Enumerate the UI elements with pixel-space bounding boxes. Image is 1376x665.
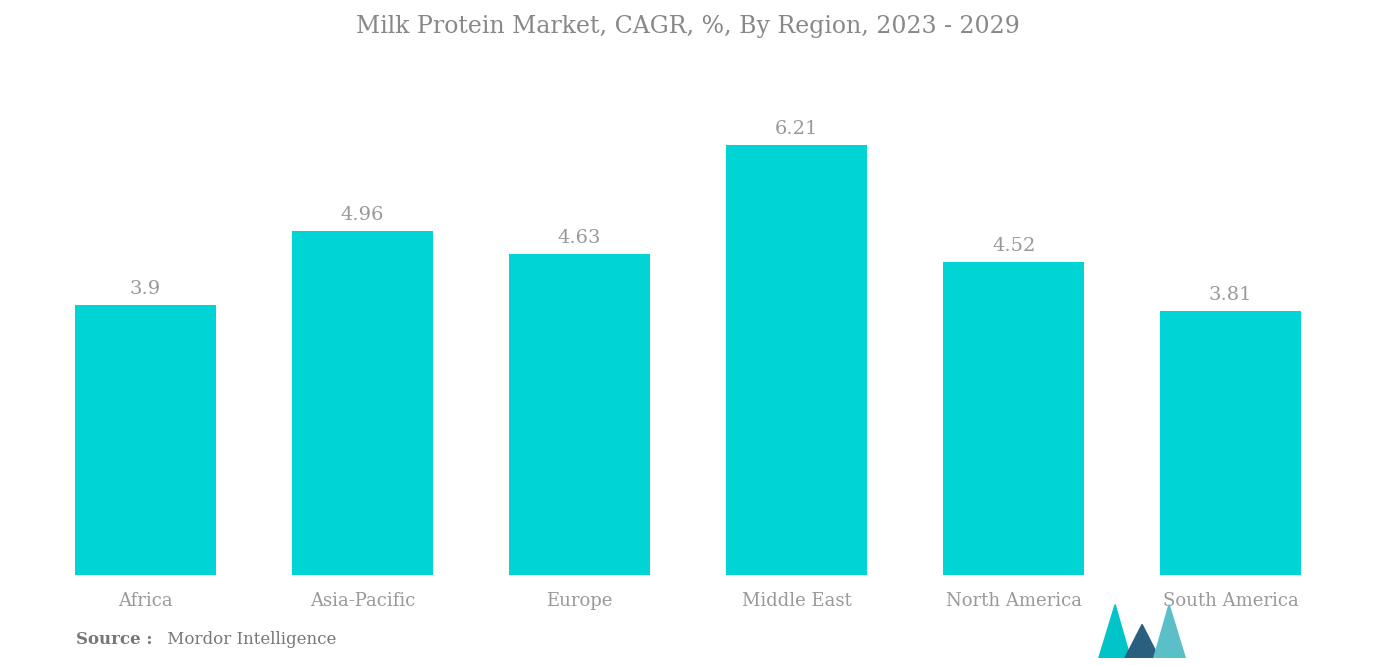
Text: 4.63: 4.63 (557, 229, 601, 247)
Text: 3.9: 3.9 (129, 280, 161, 298)
Polygon shape (1153, 604, 1185, 658)
Bar (74, 305, 216, 575)
Text: 4.96: 4.96 (341, 206, 384, 225)
Text: 4.52: 4.52 (992, 237, 1035, 255)
Text: Source :: Source : (76, 631, 153, 648)
Text: 6.21: 6.21 (775, 120, 819, 138)
Text: 3.81: 3.81 (1210, 286, 1252, 304)
Bar (1160, 311, 1302, 575)
Bar (727, 145, 867, 575)
Text: Mordor Intelligence: Mordor Intelligence (162, 631, 337, 648)
Bar (292, 231, 433, 575)
Polygon shape (1124, 624, 1160, 658)
Polygon shape (1099, 604, 1131, 658)
Bar (943, 262, 1084, 575)
Title: Milk Protein Market, CAGR, %, By Region, 2023 - 2029: Milk Protein Market, CAGR, %, By Region,… (356, 15, 1020, 38)
Bar (509, 254, 649, 575)
